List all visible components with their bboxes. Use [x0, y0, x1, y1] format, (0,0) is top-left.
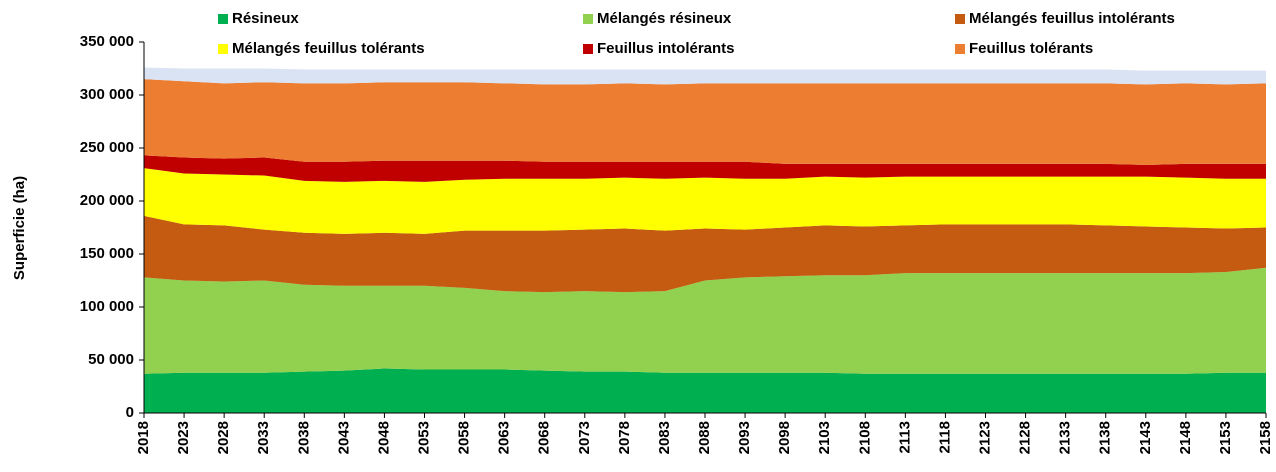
y-tick-label: 150 000	[80, 245, 134, 262]
y-tick-label: 100 000	[80, 298, 134, 315]
x-tick-label: 2138	[1097, 421, 1114, 454]
x-tick-label: 2123	[976, 421, 993, 454]
area	[144, 215, 1266, 293]
y-axis-label: Superficie (ha)	[11, 176, 28, 280]
y-tick-label: 0	[126, 404, 134, 421]
y-tick-label: 350 000	[80, 33, 134, 50]
legend-label: Feuillus tolérants	[969, 40, 1093, 57]
x-tick-label: 2043	[335, 421, 352, 454]
y-tick-label: 250 000	[80, 139, 134, 156]
area	[144, 168, 1266, 234]
legend-swatch	[218, 44, 228, 54]
x-tick-label: 2143	[1137, 421, 1154, 454]
x-tick-label: 2128	[1017, 421, 1034, 454]
x-tick-label: 2118	[936, 421, 953, 454]
x-tick-label: 2023	[175, 421, 192, 454]
legend-label: Mélangés feuillus tolérants	[232, 40, 425, 57]
x-tick-label: 2113	[896, 421, 913, 454]
area	[144, 67, 1266, 85]
legend-swatch	[583, 14, 593, 24]
legend-swatch	[955, 14, 965, 24]
y-tick-label: 200 000	[80, 192, 134, 209]
x-tick-label: 2053	[415, 421, 432, 454]
x-tick-label: 2078	[616, 421, 633, 454]
x-tick-label: 2083	[656, 421, 673, 454]
x-tick-label: 2063	[496, 421, 513, 454]
x-tick-label: 2108	[856, 421, 873, 454]
x-tick-label: 2093	[736, 421, 753, 454]
x-tick-label: 2033	[255, 421, 272, 454]
x-tick-label: 2148	[1177, 421, 1194, 454]
legend-label: Mélangés feuillus intolérants	[969, 10, 1175, 27]
legend-label: Résineux	[232, 10, 299, 27]
area	[144, 267, 1266, 374]
area	[144, 368, 1266, 413]
legend-label: Feuillus intolérants	[597, 40, 735, 57]
x-tick-label: 2088	[696, 421, 713, 454]
x-tick-label: 2158	[1257, 421, 1274, 454]
x-tick-label: 2038	[295, 421, 312, 454]
y-tick-label: 50 000	[88, 351, 134, 368]
legend-label: Mélangés résineux	[597, 10, 732, 27]
legend-swatch	[583, 44, 593, 54]
x-tick-label: 2058	[456, 421, 473, 454]
x-tick-label: 2048	[375, 421, 392, 454]
area	[144, 155, 1266, 182]
y-tick-label: 300 000	[80, 86, 134, 103]
x-tick-label: 2028	[215, 421, 232, 454]
area	[144, 79, 1266, 165]
legend-swatch	[218, 14, 228, 24]
x-tick-label: 2068	[536, 421, 553, 454]
x-tick-label: 2098	[776, 421, 793, 454]
x-tick-label: 2133	[1057, 421, 1074, 454]
x-tick-label: 2073	[576, 421, 593, 454]
x-tick-label: 2153	[1217, 421, 1234, 454]
x-tick-label: 2018	[135, 421, 152, 454]
x-tick-label: 2103	[816, 421, 833, 454]
legend-swatch	[955, 44, 965, 54]
